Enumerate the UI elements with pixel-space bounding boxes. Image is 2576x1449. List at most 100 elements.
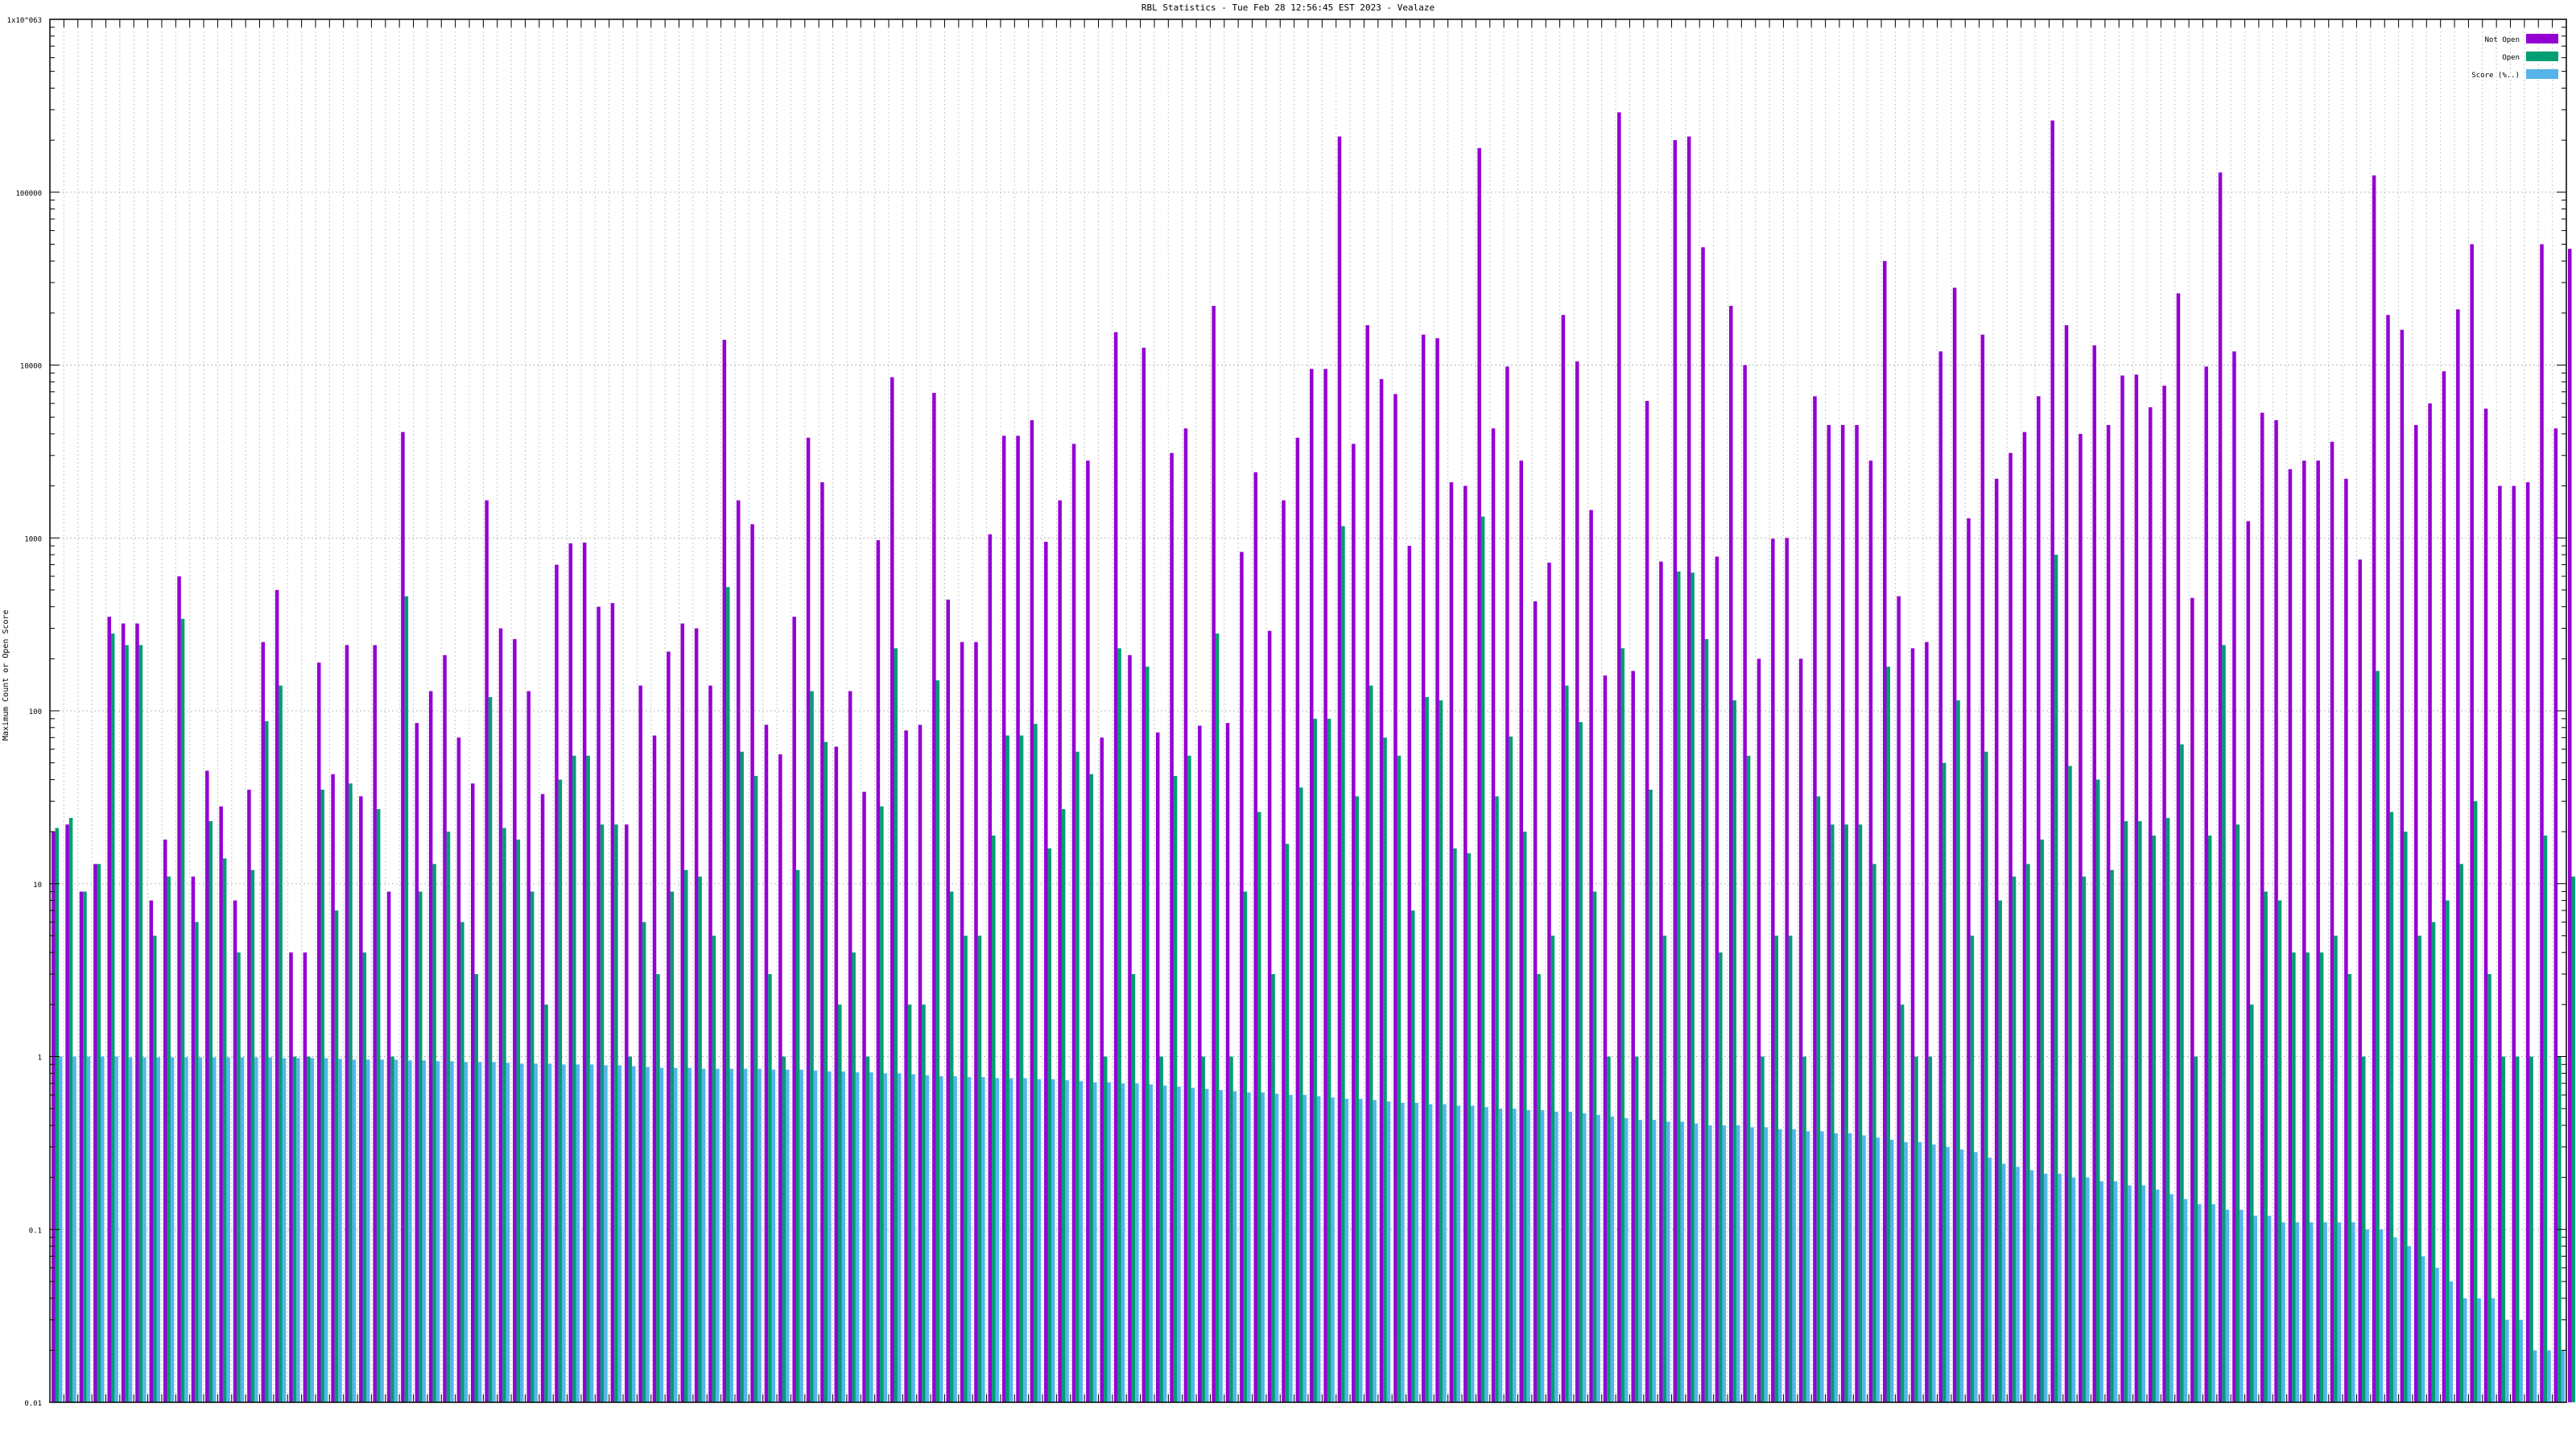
bar-open	[1425, 696, 1429, 1402]
legend-label: Not Open	[2485, 36, 2520, 44]
bar-score	[617, 1065, 622, 1402]
bar-score	[128, 1057, 133, 1402]
bar-open	[1872, 864, 1876, 1402]
bar-not-open	[1421, 334, 1426, 1403]
bar-open	[2040, 839, 2045, 1402]
bar-not-open	[1533, 601, 1538, 1402]
bar-score	[855, 1072, 860, 1402]
bar-open	[1719, 952, 1723, 1402]
bar-not-open	[2525, 482, 2530, 1402]
bar-score	[86, 1056, 91, 1402]
bar-score	[1959, 1149, 1964, 1402]
bar-not-open	[2483, 408, 2488, 1402]
bar-score	[939, 1075, 943, 1402]
bar-open	[2222, 645, 2226, 1402]
bar-score	[687, 1067, 691, 1402]
bar-open	[1397, 755, 1402, 1402]
bar-score	[1736, 1125, 1740, 1402]
bar-score	[450, 1061, 454, 1402]
bar-score	[785, 1069, 790, 1402]
bar-not-open	[1589, 510, 1593, 1402]
bar-open	[2487, 974, 2491, 1402]
bar-score	[226, 1057, 230, 1402]
bar-open	[2404, 832, 2408, 1402]
bar-score	[1289, 1095, 1293, 1402]
y-tick-label: 10000	[20, 363, 42, 371]
bar-not-open	[834, 746, 839, 1402]
bar-open	[97, 864, 101, 1402]
bar-open	[1383, 737, 1387, 1402]
bar-open	[656, 974, 660, 1402]
bar-score	[2351, 1222, 2355, 1402]
bar-score	[1359, 1098, 1363, 1402]
bar-score	[1177, 1086, 1181, 1402]
bar-score	[184, 1057, 188, 1402]
bar-not-open	[1967, 518, 1971, 1402]
bar-not-open	[918, 724, 923, 1402]
bar-not-open	[1352, 444, 1356, 1402]
bar-open	[1732, 700, 1736, 1402]
bar-score	[380, 1059, 384, 1402]
bar-score	[1274, 1093, 1279, 1402]
bar-not-open	[163, 839, 167, 1402]
bar-score	[2225, 1209, 2230, 1402]
bar-score	[1652, 1120, 1657, 1402]
bar-score	[1498, 1108, 1503, 1402]
bar-not-open	[1449, 482, 1454, 1402]
bar-score	[1065, 1080, 1069, 1402]
bar-not-open	[610, 603, 615, 1402]
bar-score	[2393, 1237, 2397, 1402]
bar-score	[1582, 1113, 1587, 1402]
bar-not-open	[792, 617, 796, 1402]
bar-score	[1610, 1116, 1615, 1402]
bar-score	[2155, 1189, 2160, 1402]
bar-not-open	[2302, 460, 2306, 1402]
bar-not-open	[1505, 366, 1509, 1403]
bar-score	[2379, 1229, 2384, 1402]
bar-open	[949, 891, 954, 1402]
bar-not-open	[2149, 407, 2153, 1402]
bar-open	[2529, 1056, 2533, 1402]
bar-not-open	[2079, 433, 2083, 1402]
bar-score	[1540, 1110, 1545, 1402]
bar-open	[1480, 516, 1485, 1402]
bar-score	[925, 1075, 930, 1402]
bar-score	[1428, 1104, 1433, 1402]
bar-score	[1708, 1125, 1712, 1402]
bar-not-open	[2456, 309, 2460, 1402]
bar-score	[268, 1057, 272, 1402]
bar-open	[2515, 1056, 2520, 1402]
bar-not-open	[680, 623, 685, 1402]
bar-score	[2086, 1177, 2090, 1402]
bar-score	[2295, 1222, 2300, 1402]
bar-score	[1554, 1111, 1558, 1402]
bar-open	[1788, 935, 1793, 1402]
bar-score	[142, 1057, 147, 1402]
bar-score	[58, 1056, 63, 1402]
bar-not-open	[904, 730, 908, 1402]
bar-open	[474, 974, 478, 1402]
bar-not-open	[2568, 249, 2572, 1402]
bar-open	[390, 1056, 394, 1402]
bar-open	[907, 1004, 912, 1402]
bar-score	[1261, 1092, 1265, 1402]
bar-not-open	[2428, 403, 2432, 1402]
bar-open	[2459, 864, 2464, 1402]
bar-score	[813, 1070, 818, 1402]
bar-open	[2194, 1056, 2198, 1402]
bar-open	[1355, 796, 1360, 1402]
bar-not-open	[261, 642, 266, 1402]
bar-open	[1131, 974, 1136, 1402]
bar-open	[2165, 818, 2170, 1402]
bar-not-open	[2037, 396, 2041, 1402]
bar-not-open	[1016, 436, 1020, 1402]
bar-open	[1467, 852, 1472, 1402]
bar-not-open	[932, 393, 936, 1402]
bar-open	[1998, 900, 2002, 1402]
bar-not-open	[2470, 244, 2474, 1402]
bar-not-open	[652, 735, 657, 1402]
bar-open	[2082, 876, 2087, 1402]
bar-score	[1191, 1088, 1195, 1402]
bar-not-open	[2092, 345, 2097, 1403]
y-tick-label: 1x10^063	[7, 17, 42, 25]
